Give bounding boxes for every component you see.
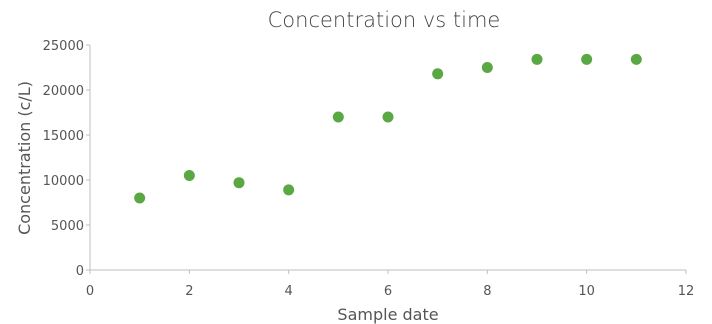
data-point [630,53,642,65]
data-points [134,53,642,204]
x-axis-title: Sample date [337,305,438,324]
data-point [134,192,146,204]
x-tick-labels: 0 2 4 6 8 10 12 [86,270,694,299]
x-tick-label: 12 [678,284,695,299]
x-tick-label: 10 [578,284,595,299]
chart-title: Concentration vs time [268,8,501,32]
y-tick-label: 10000 [43,174,84,189]
axes [89,45,686,271]
x-tick-label: 0 [86,284,94,299]
y-tick-label: 20000 [43,84,84,99]
y-tick-labels: 0 5000 10000 15000 20000 25000 [43,39,90,279]
data-point [531,53,543,65]
data-point [432,68,444,80]
data-point [382,111,394,123]
data-point [183,170,195,181]
data-point [283,184,295,196]
x-tick-label: 2 [185,284,193,299]
y-tick-label: 25000 [43,39,84,54]
y-tick-label: 15000 [43,129,84,144]
data-point [581,53,593,65]
y-tick-label: 0 [76,264,84,279]
x-tick-label: 4 [285,284,293,299]
data-point [481,62,493,73]
y-tick-label: 5000 [51,219,84,234]
y-axis-title: Concentration (c/L) [15,81,34,235]
x-tick-label: 8 [483,284,491,299]
x-tick-label: 6 [384,284,392,299]
data-point [233,177,245,189]
data-point [332,111,344,123]
